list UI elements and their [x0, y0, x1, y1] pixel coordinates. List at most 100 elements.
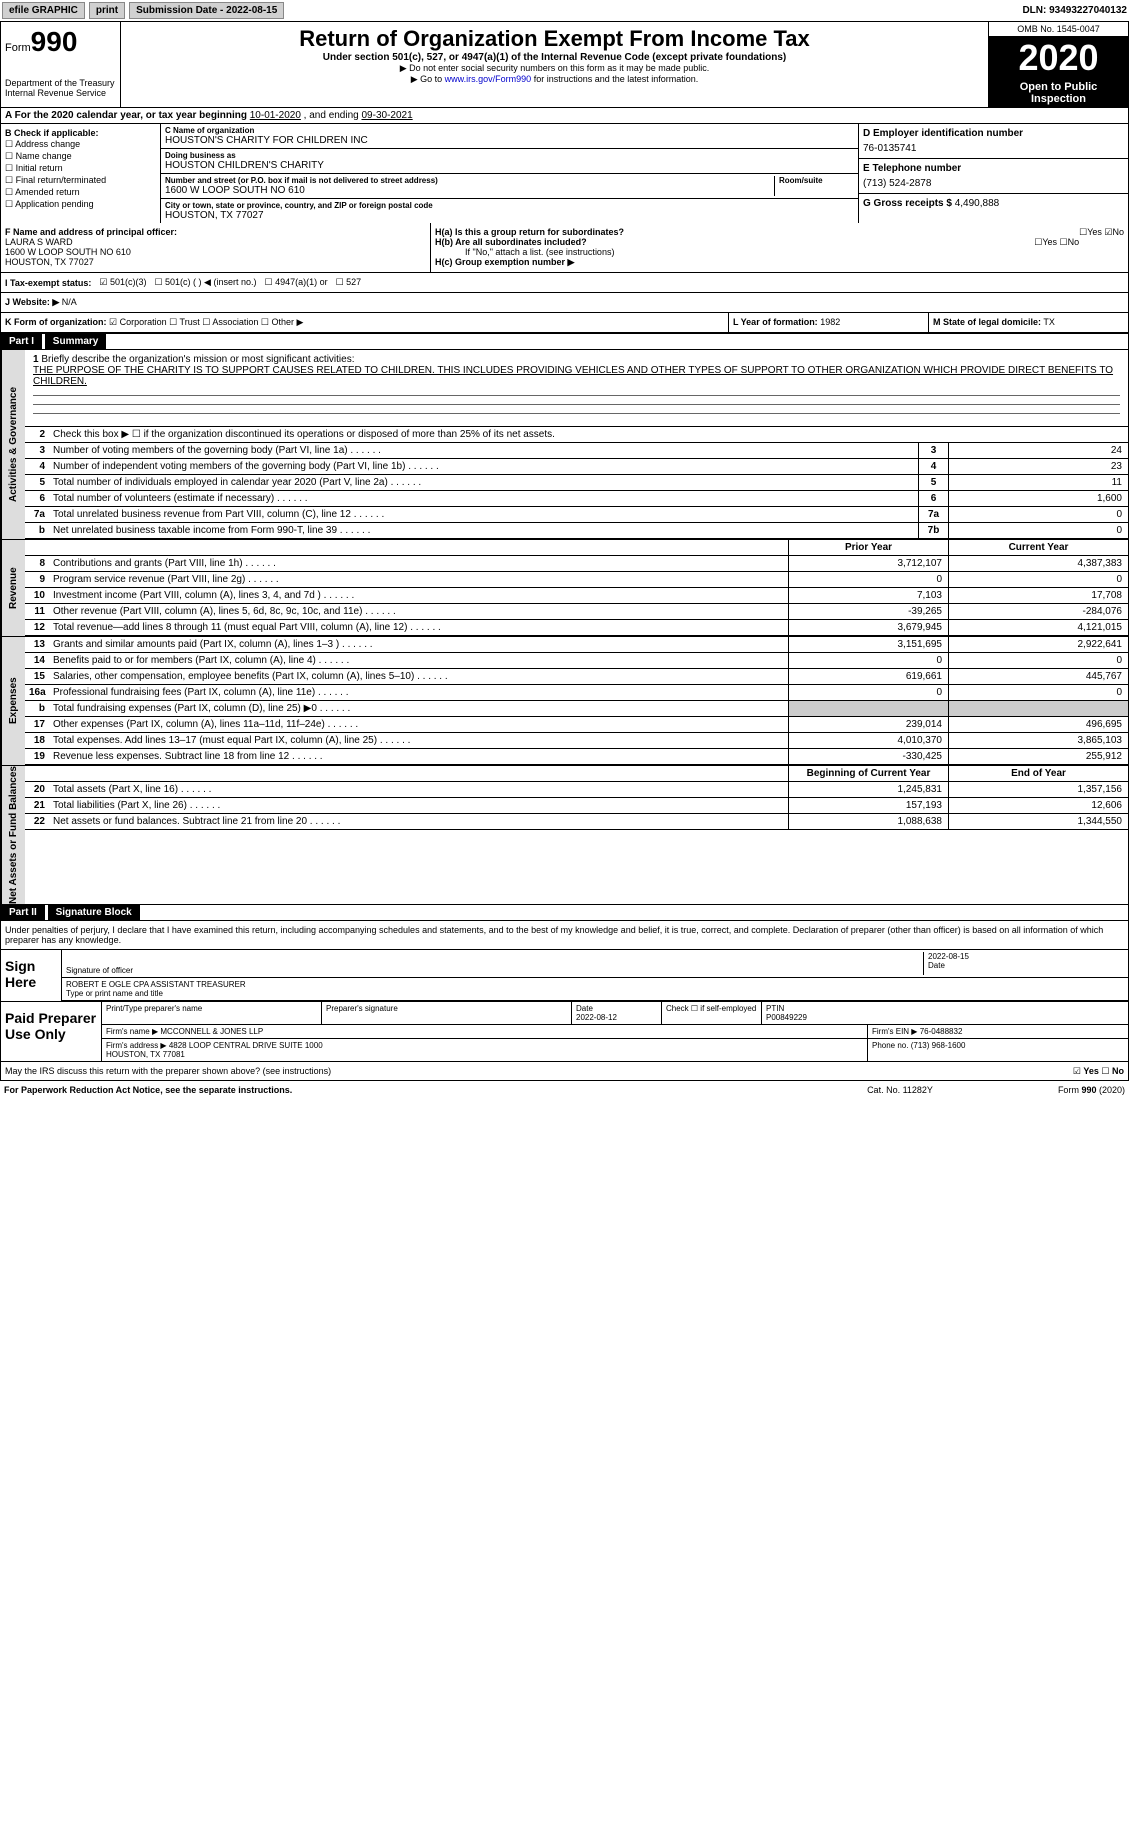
officer-addr1: 1600 W LOOP SOUTH NO 610 [5, 247, 131, 257]
chk-amended[interactable]: ☐ Amended return [5, 187, 156, 198]
line-14: 14Benefits paid to or for members (Part … [25, 653, 1128, 669]
chk-4947[interactable]: ☐ 4947(a)(1) or [264, 277, 327, 288]
hb-note: If "No," attach a list. (see instruction… [465, 247, 1124, 257]
website: N/A [62, 297, 77, 307]
line-10: 10Investment income (Part VIII, column (… [25, 588, 1128, 604]
line-4: 4Number of independent voting members of… [25, 459, 1128, 475]
discuss-row: May the IRS discuss this return with the… [0, 1062, 1129, 1081]
summary-revenue: Revenue Prior YearCurrent Year 8Contribu… [0, 540, 1129, 637]
city: HOUSTON, TX 77027 [165, 210, 854, 221]
part2-title: Signature Block [48, 905, 140, 920]
hb: H(b) Are all subordinates included? ☐Yes… [435, 237, 1124, 247]
col-b: B Check if applicable: ☐ Address change … [1, 124, 161, 223]
firm-phone: (713) 968-1600 [911, 1041, 966, 1050]
hdr-eoy: End of Year [948, 766, 1128, 781]
line-7a: 7aTotal unrelated business revenue from … [25, 507, 1128, 523]
summary-expenses: Expenses 13Grants and similar amounts pa… [0, 637, 1129, 766]
year-formation: 1982 [820, 317, 840, 327]
ptin: P00849229 [766, 1013, 807, 1022]
firm-ein: 76-0488832 [920, 1027, 963, 1036]
mission-text: THE PURPOSE OF THE CHARITY IS TO SUPPORT… [33, 365, 1113, 387]
chk-final[interactable]: ☐ Final return/terminated [5, 175, 156, 186]
sig-date: 2022-08-15 [928, 952, 1124, 961]
line-20: 20Total assets (Part X, line 16)1,245,83… [25, 782, 1128, 798]
sign-here: Sign Here [1, 950, 61, 1001]
prep-date: 2022-08-12 [576, 1013, 617, 1022]
ha: H(a) Is this a group return for subordin… [435, 227, 1124, 237]
form-header: Form990 Department of the Treasury Inter… [0, 21, 1129, 108]
line-6: 6Total number of volunteers (estimate if… [25, 491, 1128, 507]
hdr-current: Current Year [948, 540, 1128, 555]
line-19: 19Revenue less expenses. Subtract line 1… [25, 749, 1128, 765]
summary-governance: Activities & Governance 1 Briefly descri… [0, 350, 1129, 540]
line-15: 15Salaries, other compensation, employee… [25, 669, 1128, 685]
line-21: 21Total liabilities (Part X, line 26)157… [25, 798, 1128, 814]
chk-501c3[interactable]: ☑ 501(c)(3) [99, 277, 146, 288]
submission-date: Submission Date - 2022-08-15 [129, 2, 284, 19]
vtab-net: Net Assets or Fund Balances [1, 766, 25, 904]
col-c: C Name of organizationHOUSTON'S CHARITY … [161, 124, 858, 223]
line-11: 11Other revenue (Part VIII, column (A), … [25, 604, 1128, 620]
officer-addr2: HOUSTON, TX 77027 [5, 257, 94, 267]
line-5: 5Total number of individuals employed in… [25, 475, 1128, 491]
line-12: 12Total revenue—add lines 8 through 11 (… [25, 620, 1128, 636]
part1-hdr: Part I [1, 334, 42, 349]
hdr-prior: Prior Year [788, 540, 948, 555]
line-b: bTotal fundraising expenses (Part IX, co… [25, 701, 1128, 717]
officer-sig-name: ROBERT E OGLE CPA ASSISTANT TREASURER [66, 980, 1124, 989]
irs-link[interactable]: www.irs.gov/Form990 [445, 74, 532, 84]
topbar: efile GRAPHIC print Submission Date - 20… [0, 0, 1129, 21]
form-number: Form990 [5, 26, 116, 58]
part2-hdr: Part II [1, 905, 45, 920]
open-to-public: Open to Public Inspection [989, 79, 1128, 107]
ein: 76-0135741 [863, 143, 1124, 154]
line-16a: 16aProfessional fundraising fees (Part I… [25, 685, 1128, 701]
chk-assoc[interactable]: ☐ Association [202, 317, 258, 327]
chk-address[interactable]: ☐ Address change [5, 139, 156, 150]
print-button[interactable]: print [89, 2, 125, 19]
chk-other[interactable]: ☐ Other ▶ [261, 317, 304, 327]
chk-trust[interactable]: ☐ Trust [169, 317, 200, 327]
chk-initial[interactable]: ☐ Initial return [5, 163, 156, 174]
chk-corp[interactable]: ☑ Corporation [109, 317, 167, 327]
officer-name: LAURA S WARD [5, 237, 73, 247]
dept-treasury: Department of the Treasury Internal Reve… [5, 78, 116, 98]
vtab-revenue: Revenue [1, 540, 25, 636]
chk-501c[interactable]: ☐ 501(c) ( ) ◀ (insert no.) [154, 277, 256, 288]
chk-pending[interactable]: ☐ Application pending [5, 199, 156, 210]
line-18: 18Total expenses. Add lines 13–17 (must … [25, 733, 1128, 749]
tax-year: 2020 [989, 37, 1128, 79]
vtab-expenses: Expenses [1, 637, 25, 765]
line-b: bNet unrelated business taxable income f… [25, 523, 1128, 539]
row-i: I Tax-exempt status: ☑ 501(c)(3) ☐ 501(c… [0, 273, 1129, 293]
efile-button[interactable]: efile GRAPHIC [2, 2, 85, 19]
chk-name[interactable]: ☐ Name change [5, 151, 156, 162]
phone: (713) 524-2878 [863, 178, 1124, 189]
row-k: K Form of organization: ☑ Corporation ☐ … [0, 313, 1129, 333]
chk-527[interactable]: ☐ 527 [336, 277, 362, 288]
col-de: D Employer identification number76-01357… [858, 124, 1128, 223]
note-link: ▶ Go to www.irs.gov/Form990 for instruct… [125, 74, 984, 85]
block-fh: F Name and address of principal officer:… [0, 223, 1129, 273]
note-ssn: ▶ Do not enter social security numbers o… [125, 63, 984, 74]
line-13: 13Grants and similar amounts paid (Part … [25, 637, 1128, 653]
org-name: HOUSTON'S CHARITY FOR CHILDREN INC [165, 135, 854, 146]
hc: H(c) Group exemption number ▶ [435, 257, 1124, 268]
penalty-text: Under penalties of perjury, I declare th… [0, 921, 1129, 950]
line-8: 8Contributions and grants (Part VIII, li… [25, 556, 1128, 572]
line-22: 22Net assets or fund balances. Subtract … [25, 814, 1128, 830]
row-j: J Website: ▶ N/A [0, 293, 1129, 313]
state: TX [1043, 317, 1055, 327]
firm-name: MCCONNELL & JONES LLP [160, 1027, 263, 1036]
section-a: A For the 2020 calendar year, or tax yea… [0, 108, 1129, 124]
block-bcde: B Check if applicable: ☐ Address change … [0, 124, 1129, 223]
vtab-governance: Activities & Governance [1, 350, 25, 539]
form-title: Return of Organization Exempt From Incom… [125, 26, 984, 52]
gross-receipts: 4,490,888 [955, 198, 1000, 209]
omb-number: OMB No. 1545-0047 [989, 22, 1128, 37]
line-3: 3Number of voting members of the governi… [25, 443, 1128, 459]
footer: For Paperwork Reduction Act Notice, see … [0, 1081, 1129, 1099]
paid-preparer: Paid Preparer Use Only Print/Type prepar… [0, 1002, 1129, 1062]
hdr-boy: Beginning of Current Year [788, 766, 948, 781]
form-subtitle: Under section 501(c), 527, or 4947(a)(1)… [125, 52, 984, 63]
